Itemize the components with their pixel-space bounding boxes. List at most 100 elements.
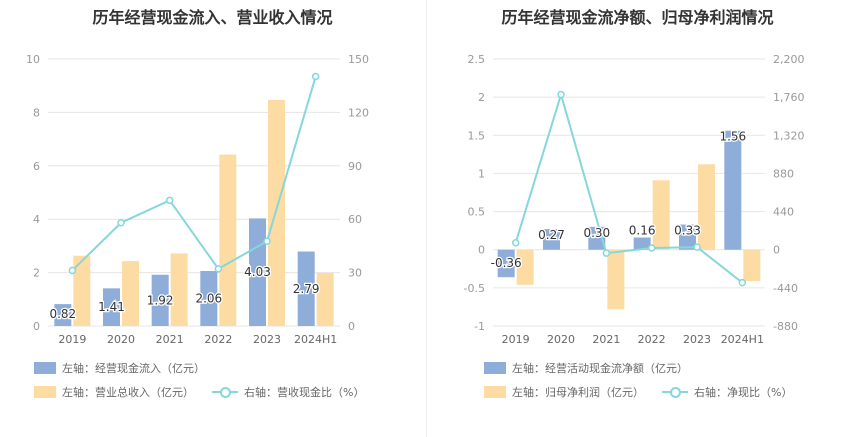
line-point xyxy=(263,237,271,246)
y-tick-left: 4 xyxy=(33,213,40,226)
y-tick-right: 120 xyxy=(348,106,369,119)
legend-line-marker-icon xyxy=(212,386,238,398)
bar-data-label: 4.03 xyxy=(244,265,271,279)
y-tick-right: -440 xyxy=(773,282,798,295)
y-tick-left: 0 xyxy=(33,320,40,333)
legend-label: 左轴：经营现金流入（亿元） xyxy=(62,362,205,375)
line-point xyxy=(557,90,565,99)
bar-data-label: 0.27 xyxy=(538,228,565,242)
legend-item-net-profit[interactable]: 左轴：归母净利润（亿元） xyxy=(484,384,644,400)
bar-data-label: 1.41 xyxy=(98,300,125,314)
bar-primary xyxy=(679,224,696,250)
x-tick-label: 2021 xyxy=(592,333,620,346)
legend-item-revenue[interactable]: 左轴：营业总收入（亿元） xyxy=(34,384,194,400)
y-tick-right: 90 xyxy=(348,160,362,173)
y-tick-left: 2 xyxy=(478,91,485,104)
bar-data-label: -0.36 xyxy=(491,256,522,270)
legend-swatch-blue xyxy=(484,362,506,374)
series-line xyxy=(71,76,317,272)
y-tick-left: 6 xyxy=(33,160,40,173)
bar-data-label: 1.92 xyxy=(147,293,174,307)
chart-title-net-cash-profit: 历年经营现金流净额、归母净利润情况 xyxy=(501,8,774,27)
line-point xyxy=(68,266,77,275)
x-tick-label: 2019 xyxy=(58,333,86,346)
legend-left-row1: 左轴：经营现金流入（亿元） xyxy=(34,360,223,376)
chart-title-cash-inflow-revenue: 历年经营现金流入、营业收入情况 xyxy=(92,8,333,27)
line-point xyxy=(693,243,701,251)
y-tick-left: 1 xyxy=(478,167,485,180)
bar-data-label: 0.30 xyxy=(583,226,610,240)
bar-data-label: 0.33 xyxy=(674,224,701,238)
legend-label: 左轴：营业总收入（亿元） xyxy=(62,386,194,399)
x-tick-label: 2020 xyxy=(107,333,135,346)
x-tick-label: 2024H1 xyxy=(721,333,764,346)
legend-swatch-orange xyxy=(484,386,506,398)
bar-secondary xyxy=(698,164,715,250)
x-tick-label: 2021 xyxy=(156,333,184,346)
legend-label: 左轴：经营活动现金流净额（亿元） xyxy=(512,362,688,375)
line-point xyxy=(738,278,747,287)
y-tick-left: 8 xyxy=(33,106,40,119)
bar-secondary xyxy=(122,261,139,326)
y-tick-left: -1 xyxy=(474,320,485,333)
bar-secondary xyxy=(607,249,625,310)
legend-right-row2: 左轴：归母净利润（亿元） 右轴：净现比（%） xyxy=(484,384,810,400)
y-tick-left: 1.5 xyxy=(468,129,486,142)
bar-primary xyxy=(497,249,515,278)
y-tick-left: 2 xyxy=(33,267,40,280)
y-tick-right: 2,200 xyxy=(773,53,805,66)
bar-primary xyxy=(543,229,560,250)
bar-secondary xyxy=(268,99,285,326)
line-point xyxy=(647,244,656,252)
y-tick-left: 10 xyxy=(26,53,40,66)
bar-secondary xyxy=(316,272,334,326)
y-tick-right: 440 xyxy=(773,206,794,219)
legend-label: 右轴：净现比（%） xyxy=(694,386,793,399)
legend-line-marker-icon xyxy=(662,386,688,398)
x-tick-label: 2022 xyxy=(638,333,666,346)
y-tick-right: 150 xyxy=(348,53,369,66)
line-point xyxy=(214,265,223,273)
y-tick-left: -0.5 xyxy=(464,282,485,295)
line-point xyxy=(311,72,320,81)
legend-label: 右轴：营收现金比（%） xyxy=(244,386,365,399)
y-tick-right: 0 xyxy=(348,320,355,333)
legend-item-net-cash-flow[interactable]: 左轴：经营活动现金流净额（亿元） xyxy=(484,360,688,376)
y-tick-left: 0 xyxy=(478,244,485,257)
series-line xyxy=(514,91,743,284)
bar-secondary xyxy=(652,180,670,250)
legend-item-net-cash-ratio[interactable]: 右轴：净现比（%） xyxy=(662,384,792,400)
x-tick-label: 2019 xyxy=(502,333,530,346)
legend-left-row2: 左轴：营业总收入（亿元） 右轴：营收现金比（%） xyxy=(34,384,382,400)
bar-primary xyxy=(633,237,651,250)
line-point xyxy=(117,219,125,227)
legend-label: 左轴：归母净利润（亿元） xyxy=(512,386,644,399)
bar-secondary xyxy=(219,154,237,326)
line-point xyxy=(511,239,520,247)
y-tick-right: 880 xyxy=(773,167,794,180)
bar-secondary xyxy=(73,255,91,326)
legend-swatch-blue xyxy=(34,362,56,374)
legend-item-cash-inflow[interactable]: 左轴：经营现金流入（亿元） xyxy=(34,360,205,376)
y-tick-left: 0.5 xyxy=(468,206,486,219)
y-tick-right: 60 xyxy=(348,213,362,226)
y-tick-right: -880 xyxy=(773,320,798,333)
bar-secondary xyxy=(170,253,188,326)
bar-data-label: 2.06 xyxy=(195,291,222,305)
legend-swatch-orange xyxy=(34,386,56,398)
bar-data-label: 1.56 xyxy=(719,130,746,144)
line-point xyxy=(165,196,174,205)
bar-primary xyxy=(103,288,120,326)
x-tick-label: 2023 xyxy=(683,333,711,346)
bar-data-label: 0.82 xyxy=(49,307,76,321)
bar-data-label: 2.79 xyxy=(293,282,320,296)
x-tick-label: 2023 xyxy=(253,333,281,346)
y-tick-right: 1,760 xyxy=(773,91,805,104)
x-tick-label: 2020 xyxy=(547,333,575,346)
x-tick-label: 2024H1 xyxy=(294,333,337,346)
y-tick-right: 1,320 xyxy=(773,129,805,142)
bar-primary xyxy=(151,274,169,326)
legend-item-cash-revenue-ratio[interactable]: 右轴：营收现金比（%） xyxy=(212,384,364,400)
